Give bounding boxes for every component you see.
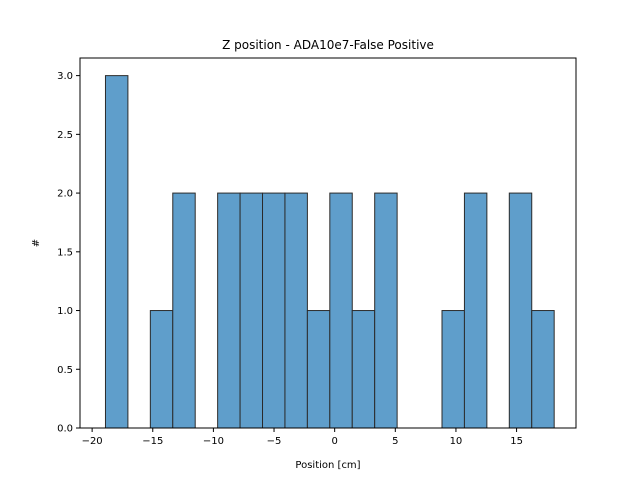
x-tick-label: 15 bbox=[510, 436, 523, 447]
histogram-bar-12 bbox=[374, 192, 398, 429]
x-tick-label: −5 bbox=[267, 436, 282, 447]
x-tick-label: −10 bbox=[203, 436, 224, 447]
histogram-bar-16 bbox=[463, 192, 488, 429]
plot-frame bbox=[79, 57, 577, 429]
x-axis: −20 −15 −10 −5 0 5 10 15 bbox=[82, 428, 523, 447]
y-tick-label: 2.5 bbox=[57, 130, 73, 141]
histogram-bar-19 bbox=[531, 310, 555, 429]
y-tick-label: 1.0 bbox=[57, 306, 73, 317]
y-tick-label: 2.0 bbox=[57, 189, 73, 200]
histogram-bar-9 bbox=[306, 310, 331, 429]
x-axis-label: Position [cm] bbox=[295, 460, 360, 471]
y-tick-label: 0.0 bbox=[57, 424, 73, 435]
histogram-bar-7 bbox=[262, 192, 286, 429]
bars-group bbox=[104, 75, 555, 429]
histogram-bar-8 bbox=[284, 192, 308, 429]
y-axis: 0.0 0.5 1.0 1.5 2.0 2.5 3.0 bbox=[57, 71, 80, 435]
histogram-bar-11 bbox=[351, 310, 376, 429]
histogram-bar-3 bbox=[172, 192, 196, 429]
y-tick-label: 1.5 bbox=[57, 247, 73, 258]
x-tick-label: 0 bbox=[331, 436, 337, 447]
x-tick-label: −15 bbox=[142, 436, 163, 447]
histogram-bar-0 bbox=[104, 75, 129, 429]
y-axis-label: # bbox=[31, 239, 42, 247]
chart-title: Z position - ADA10e7-False Positive bbox=[222, 38, 434, 52]
histogram-bar-10 bbox=[329, 192, 353, 429]
histogram-bar-15 bbox=[441, 310, 465, 429]
x-tick-label: 5 bbox=[392, 436, 398, 447]
histogram-bar-18 bbox=[508, 192, 533, 429]
y-tick-label: 0.5 bbox=[57, 365, 73, 376]
y-tick-label: 3.0 bbox=[57, 71, 73, 82]
histogram-bar-5 bbox=[217, 192, 241, 429]
histogram-bar-2 bbox=[149, 310, 174, 429]
x-tick-label: −20 bbox=[82, 436, 103, 447]
histogram-bar-6 bbox=[239, 192, 264, 429]
x-tick-label: 10 bbox=[450, 436, 463, 447]
